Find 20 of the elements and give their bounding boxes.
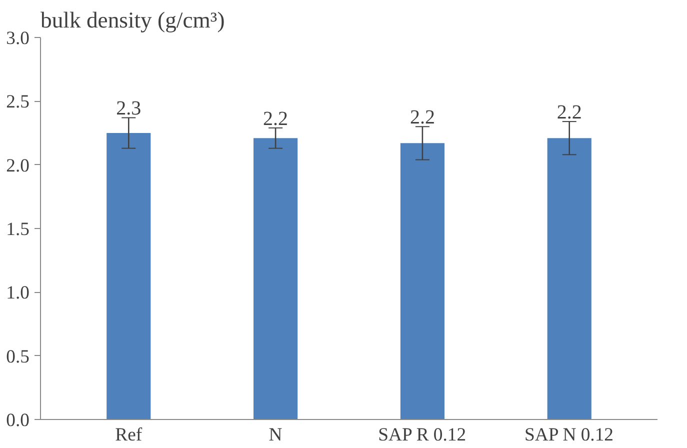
bar xyxy=(547,138,592,420)
data-label: 2.2 xyxy=(263,108,288,130)
x-tick-label: N xyxy=(268,424,283,446)
chart-title: bulk density (g/cm³) xyxy=(40,8,225,32)
y-tick-label: 0.5 xyxy=(6,346,30,368)
x-tick-label: SAP R 0.12 xyxy=(378,424,466,446)
x-tick-label: Ref xyxy=(115,424,143,446)
x-tick-label: SAP N 0.12 xyxy=(524,424,614,446)
data-label: 2.3 xyxy=(116,98,142,120)
bar xyxy=(254,138,298,420)
data-label: 2.2 xyxy=(410,106,435,129)
y-tick-label: 1.5 xyxy=(6,219,30,240)
y-tick-label: 3.0 xyxy=(6,28,30,49)
data-label: 2.2 xyxy=(556,102,582,124)
y-tick-label: 0.0 xyxy=(6,410,30,431)
bar xyxy=(106,133,151,420)
y-tick-label: 1.0 xyxy=(6,282,30,304)
bar xyxy=(400,143,444,420)
y-tick-label: 2.5 xyxy=(6,92,30,113)
y-tick-label: 2.0 xyxy=(6,155,30,176)
